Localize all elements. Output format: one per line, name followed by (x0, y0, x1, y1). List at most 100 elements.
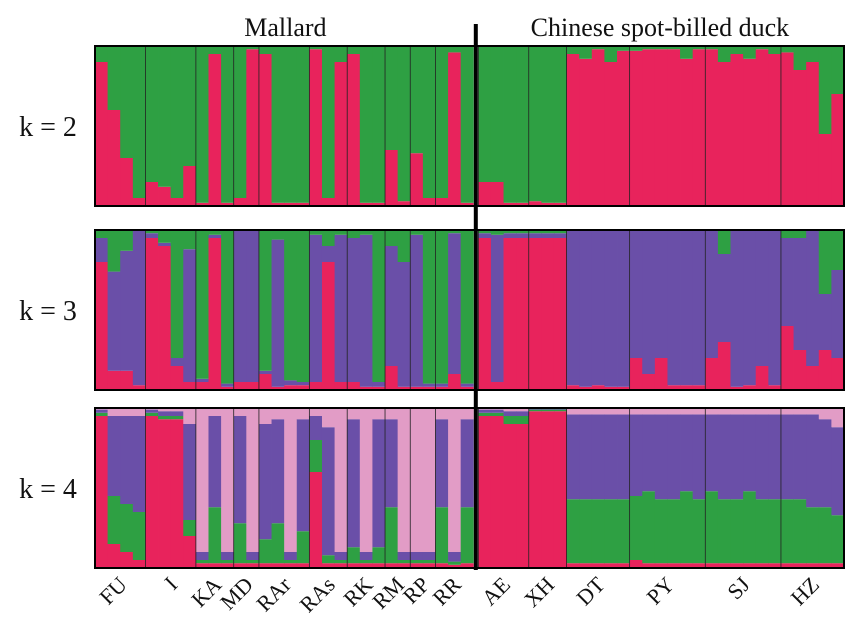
bar-segment-k2-ind33-green (516, 46, 530, 203)
bar-segment-k3-ind41-red (617, 386, 631, 390)
bar-segment-k2-ind32-green (503, 46, 517, 203)
bar-segment-k3-ind21-purple (359, 234, 373, 387)
bar-segment-k4-ind6-pink (170, 408, 184, 412)
bar-segment-k4-ind41-purple (617, 414, 631, 500)
bar-segment-k3-ind35-red (541, 238, 555, 390)
bar-segment-k2-ind24-green (397, 46, 411, 202)
bar-segment-k2-ind23-green (385, 46, 399, 150)
row-label-k3: k = 3 (19, 296, 77, 327)
bar-segment-k3-ind6-green (170, 230, 184, 358)
bar-segment-k2-ind52-red (755, 49, 769, 207)
bar-segment-k4-ind36-red (553, 411, 567, 568)
bar-segment-k3-ind28-green (448, 230, 462, 234)
bar-segment-k4-ind54-red (780, 563, 794, 568)
bar-segment-k4-ind53-green (768, 499, 782, 564)
bar-segment-k3-ind0-purple (95, 238, 109, 262)
bar-segment-k4-ind45-purple (667, 414, 681, 500)
bar-segment-k2-ind30-green (478, 46, 492, 182)
bar-segment-k3-ind37-red (566, 385, 580, 390)
bar-segment-k4-ind14-red (271, 563, 285, 568)
bar-segment-k3-ind4-red (145, 238, 159, 390)
bar-segment-k4-ind34-green (528, 409, 542, 412)
bar-segment-k3-ind8-purple (195, 378, 209, 382)
bar-segment-k4-ind55-purple (793, 414, 807, 500)
bar-segment-k2-ind54-green (780, 46, 794, 53)
bar-segment-k4-ind37-green (566, 499, 580, 564)
bar-segment-k3-ind10-green (221, 230, 235, 384)
bar-segment-k3-ind7-purple (183, 249, 197, 382)
bar-segment-k4-ind45-green (667, 499, 681, 564)
bar-segment-k3-ind5-red (158, 246, 172, 390)
bar-segment-k4-ind46-pink (680, 408, 694, 415)
bar-segment-k3-ind33-green (516, 230, 530, 234)
bar-segment-k4-ind10-red (221, 563, 235, 568)
bar-segment-k3-ind34-green (528, 230, 542, 234)
bar-segment-k3-ind17-green (309, 230, 323, 235)
bar-segment-k2-ind57-red (818, 134, 832, 206)
bar-segment-k2-ind23-red (385, 150, 399, 206)
bar-segment-k2-ind2-red (120, 158, 134, 206)
bar-segment-k4-ind35-green (541, 409, 555, 412)
bar-segment-k2-ind41-red (617, 50, 631, 206)
bar-segment-k4-ind27-red (435, 563, 449, 568)
bar-segment-k4-ind15-green (284, 560, 298, 564)
bar-segment-k3-ind48-purple (705, 230, 719, 358)
bar-segment-k3-ind29-purple (460, 383, 474, 387)
bar-segment-k3-ind1-red (107, 370, 121, 390)
bar-segment-k2-ind18-green (321, 46, 335, 198)
bar-segment-k2-ind11-green (233, 46, 247, 198)
bar-segment-k3-ind26-green (422, 230, 436, 384)
bar-segment-k2-ind17-green (309, 46, 323, 50)
bar-segment-k3-ind17-purple (309, 234, 323, 382)
bar-segment-k4-ind51-green (743, 491, 757, 564)
bar-segment-k3-ind55-purple (793, 238, 807, 350)
bar-segment-k4-ind18-green (321, 555, 335, 564)
bar-segment-k3-ind2-purple (120, 250, 134, 371)
bar-segment-k3-ind19-purple (334, 234, 348, 382)
bar-segment-k3-ind5-green (158, 230, 172, 243)
bar-segment-k4-ind18-red (321, 563, 335, 568)
bar-segment-k3-ind46-red (680, 385, 694, 390)
bar-segment-k2-ind13-red (258, 54, 272, 206)
bar-segment-k4-ind47-purple (692, 414, 706, 500)
population-label-ras: RAs (294, 572, 339, 617)
bar-segment-k4-ind19-green (334, 560, 348, 564)
population-label-rar: RAr (251, 571, 296, 616)
bar-segment-k3-ind36-green (553, 230, 567, 234)
bar-segment-k4-ind54-green (780, 499, 794, 564)
bar-segment-k4-ind1-green (107, 496, 121, 544)
panel-k2: k = 2 (19, 45, 845, 207)
bar-segment-k4-ind56-red (806, 563, 820, 568)
bar-segment-k4-ind29-red (460, 563, 474, 568)
bar-segment-k4-ind1-red (107, 544, 121, 568)
bar-segment-k4-ind23-pink (385, 408, 399, 420)
bar-segment-k4-ind18-purple (321, 427, 335, 556)
bar-segment-k3-ind3-purple (132, 230, 146, 386)
bar-segment-k3-ind28-purple (448, 233, 462, 374)
bar-segment-k4-ind29-green (460, 507, 474, 564)
bar-segment-k2-ind34-red (528, 201, 542, 206)
bar-segment-k2-ind5-green (158, 46, 172, 187)
group-label-chinese-spot-billed-duck: Chinese spot-billed duck (531, 13, 790, 42)
bar-segment-k3-ind56-purple (806, 230, 820, 366)
bar-segment-k4-ind43-red (642, 563, 656, 568)
bar-segment-k3-ind54-green (780, 230, 794, 238)
bar-segment-k3-ind57-red (818, 350, 832, 390)
bar-segment-k3-ind51-red (743, 385, 757, 390)
bar-segment-k3-ind23-green (385, 230, 399, 246)
bar-segment-k3-ind10-purple (221, 383, 235, 387)
bar-segment-k4-ind11-green (233, 523, 247, 564)
bar-segment-k3-ind44-red (654, 358, 668, 390)
bar-segment-k3-ind0-green (95, 230, 109, 238)
bar-segment-k4-ind47-green (692, 499, 706, 564)
bar-segment-k2-ind25-red (410, 153, 424, 206)
population-label-rr: RR (427, 572, 466, 611)
bar-segment-k2-ind47-red (692, 49, 706, 207)
bar-segment-k4-ind48-pink (705, 408, 719, 415)
bar-segment-k3-ind35-green (541, 230, 555, 234)
bar-segment-k4-ind51-red (743, 563, 757, 568)
bar-segment-k2-ind6-green (170, 46, 184, 198)
bar-segment-k3-ind40-red (604, 386, 618, 390)
bar-segment-k4-ind27-green (435, 507, 449, 564)
bar-segment-k4-ind12-purple (246, 552, 260, 560)
